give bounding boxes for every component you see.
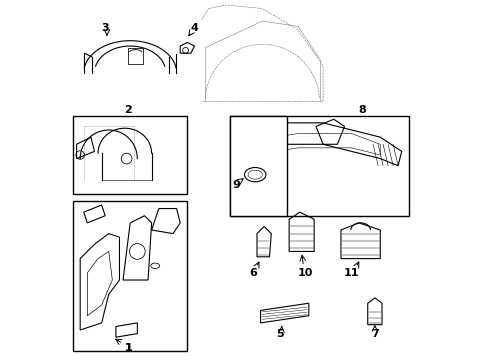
Bar xyxy=(230,116,287,216)
Text: 1: 1 xyxy=(124,343,132,353)
Bar xyxy=(230,116,408,216)
Text: 7: 7 xyxy=(370,329,378,339)
Bar xyxy=(73,202,187,351)
Bar xyxy=(73,116,187,194)
Text: 5: 5 xyxy=(276,329,284,339)
Text: 10: 10 xyxy=(297,268,312,278)
Text: 2: 2 xyxy=(124,105,132,115)
Text: 1: 1 xyxy=(124,343,132,353)
Text: 11: 11 xyxy=(343,268,359,278)
Text: 3: 3 xyxy=(101,23,109,33)
Text: 4: 4 xyxy=(190,23,198,33)
Text: 8: 8 xyxy=(358,105,366,115)
Text: 9: 9 xyxy=(232,180,240,190)
Text: 6: 6 xyxy=(249,268,257,278)
